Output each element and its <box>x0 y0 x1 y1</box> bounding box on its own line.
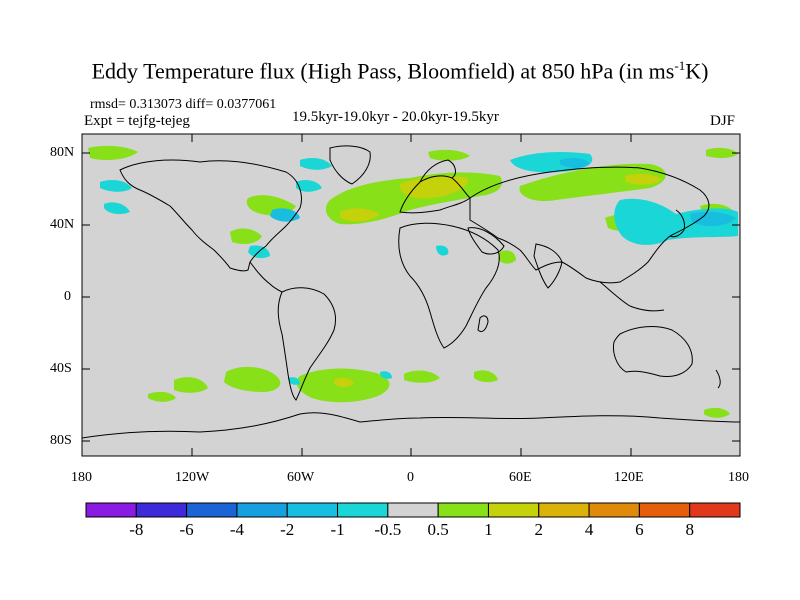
patch-greenland-pos <box>428 149 470 161</box>
anomaly-patches <box>88 145 738 418</box>
lon-label-120e: 120E <box>614 470 644 485</box>
title-superscript: -1 <box>674 58 686 73</box>
coastline-southeast-asia <box>599 281 665 312</box>
patch-arctic-pos <box>88 145 138 160</box>
patch-middle-east-neg <box>436 245 449 256</box>
colorbar-label: 2 <box>534 520 544 539</box>
colorbar-label: 4 <box>584 520 594 539</box>
patch-canada-neg <box>296 180 322 192</box>
lon-label-60e: 60E <box>509 470 532 485</box>
colorbar-box <box>689 502 741 518</box>
coastline-antarctica <box>81 412 741 439</box>
coastline-india <box>533 243 563 289</box>
patch-alaska-neg <box>100 180 132 192</box>
patch-arctic-neg-west <box>300 158 332 170</box>
plot-title: Eddy Temperature flux (High Pass, Bloomf… <box>0 58 800 84</box>
coastline-africa <box>398 222 500 349</box>
patch-drake-core <box>334 377 354 387</box>
colorbar-label: -4 <box>229 520 244 539</box>
colorbar-box <box>337 502 389 518</box>
colorbar-box <box>85 502 137 518</box>
colorbar-box <box>588 502 640 518</box>
season-label: DJF <box>710 113 736 129</box>
patch-us-east-pos <box>230 228 262 244</box>
coastline-madagascar <box>477 315 489 333</box>
patch-south-west-pos <box>148 391 176 402</box>
colorbar-label: -8 <box>129 520 144 539</box>
lon-label-60w: 60W <box>287 470 315 485</box>
patch-europe-core <box>399 176 469 199</box>
patch-siberia-neg-core <box>560 157 590 168</box>
tick-marks <box>82 134 740 456</box>
coastlines <box>81 145 741 439</box>
lon-label-180e: 180 <box>728 470 749 485</box>
patch-southern-ocean-east-pos <box>704 407 730 418</box>
patch-pacific-neg <box>104 202 130 215</box>
patch-east-asia-neg-core <box>690 211 736 227</box>
patch-south-pacific-pos-2 <box>224 366 281 392</box>
colorbar-box <box>236 502 288 518</box>
lat-label-40n: 40N <box>50 217 75 232</box>
patch-siberia-core <box>625 173 662 185</box>
colorbar-label: 0.5 <box>427 520 449 539</box>
colorbar-boxes <box>85 502 741 518</box>
coastline-greenland <box>329 145 371 185</box>
lon-label-180w: 180 <box>71 470 92 485</box>
patch-south-atlantic-pos <box>404 370 440 383</box>
coastline-australia <box>613 326 693 377</box>
colorbar-label: 8 <box>685 520 694 539</box>
colorbar-box <box>437 502 489 518</box>
colorbar-box <box>186 502 238 518</box>
patch-siberia-pos <box>519 163 666 202</box>
colorbar-box <box>638 502 691 518</box>
lat-label-80s: 80S <box>50 433 72 448</box>
colorbar-label: 1 <box>484 520 493 539</box>
patch-south-pacific-pos <box>174 377 208 393</box>
coastline-new-zealand <box>715 369 721 389</box>
lat-label-40s: 40S <box>50 361 72 376</box>
lon-label-0: 0 <box>407 470 414 485</box>
patch-south-cyan-small <box>380 371 392 379</box>
colorbar-box <box>538 502 590 518</box>
coastline-japan <box>669 209 685 238</box>
lat-label-80n: 80N <box>50 145 75 160</box>
stats-line: rmsd= 0.313073 diff= 0.0377061 <box>90 97 277 112</box>
patch-south-indian-pos <box>474 370 498 383</box>
lat-label-0: 0 <box>64 289 71 304</box>
coastline-central-america <box>249 261 283 293</box>
colorbar-box <box>135 502 188 518</box>
colorbar-box <box>286 502 339 518</box>
colorbar-label: -0.5 <box>374 520 402 539</box>
coastline-scandinavia <box>419 159 456 183</box>
title-main: Eddy Temperature flux (High Pass, Bloomf… <box>91 58 675 84</box>
colorbar-label: -6 <box>179 520 194 539</box>
patch-east-asia-neg <box>614 198 738 245</box>
patch-atlantic-core <box>340 208 380 222</box>
colorbar-label: 6 <box>635 520 644 539</box>
colorbar-box <box>387 502 439 518</box>
period-label: 19.5kyr-19.0kyr - 20.0kyr-19.5kyr <box>292 109 499 125</box>
experiment-label: Expt = tejfg-tejeg <box>84 113 190 129</box>
colorbar-label: -1 <box>330 520 345 539</box>
coastline-europe <box>399 175 471 214</box>
coastline-south-america <box>277 287 337 401</box>
coastline-north-america <box>119 159 302 272</box>
patch-south-atlantic-neg <box>288 377 300 385</box>
patch-africa-pos <box>498 250 516 264</box>
coastline-asia <box>469 166 710 284</box>
patch-arctic-east-pos <box>706 147 738 158</box>
coastline-arabia <box>467 227 505 255</box>
lon-label-120w: 120W <box>175 470 210 485</box>
colorbar-label: -2 <box>280 520 295 539</box>
title-tail: K) <box>685 58 709 84</box>
colorbar-box <box>487 502 540 518</box>
